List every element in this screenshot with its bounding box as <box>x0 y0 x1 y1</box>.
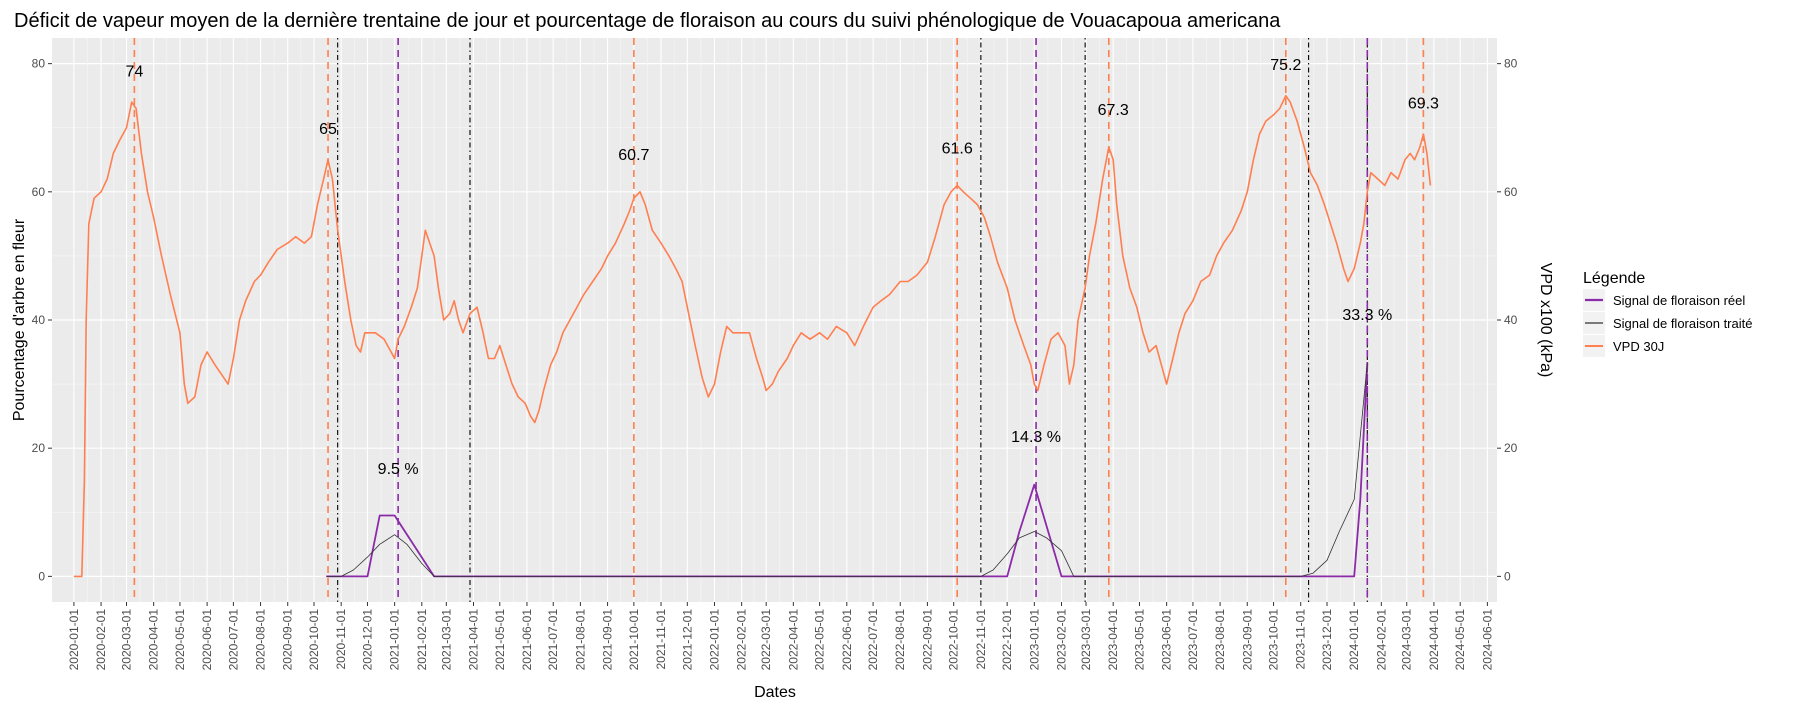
x-tick-label: 2024-02-01 <box>1374 609 1388 671</box>
x-tick-label: 2023-03-01 <box>1079 609 1093 671</box>
y-tick-label: 40 <box>32 313 46 327</box>
y2-tick-label: 0 <box>1504 569 1511 583</box>
legend-label: Signal de floraison réel <box>1613 293 1745 308</box>
x-tick-label: 2020-01-01 <box>67 609 81 671</box>
x-tick-label: 2023-05-01 <box>1132 609 1146 671</box>
x-tick-label: 2024-06-01 <box>1480 609 1494 671</box>
x-tick-label: 2022-06-01 <box>840 609 854 671</box>
series-line-signal-de-floraison-traite <box>326 362 1368 577</box>
x-tick-label: 2021-10-01 <box>627 609 641 671</box>
x-tick-label: 2020-12-01 <box>360 609 374 671</box>
x-tick-label: 2021-08-01 <box>573 609 587 671</box>
data-label: 67.3 <box>1098 102 1129 119</box>
chart-title: Déficit de vapeur moyen de la dernière t… <box>14 10 1281 32</box>
x-tick-label: 2022-01-01 <box>707 609 721 671</box>
data-label: 9.5 % <box>378 461 419 478</box>
x-tick-label: 2021-05-01 <box>493 609 507 671</box>
series-lines <box>73 94 1432 578</box>
series-line-signal-de-floraison-reel <box>326 362 1369 578</box>
grid-lines <box>52 38 1497 602</box>
y2-tick-label: 80 <box>1504 57 1518 71</box>
x-tick-label: 2024-01-01 <box>1347 609 1361 671</box>
data-label: 69.3 <box>1408 96 1439 113</box>
x-tick-label: 2023-12-01 <box>1320 609 1334 671</box>
x-tick-label: 2020-07-01 <box>226 609 240 671</box>
x-tick-label: 2020-11-01 <box>334 609 348 670</box>
legend: Légende Signal de floraison réel Signal d… <box>1583 270 1752 357</box>
data-label: 14.3 % <box>1011 429 1061 446</box>
legend-title: Légende <box>1583 270 1645 287</box>
y-axis-right: 0 20 40 60 80 <box>1497 57 1518 583</box>
x-tick-label: 2020-08-01 <box>254 609 268 671</box>
x-tick-label: 2020-05-01 <box>173 609 187 671</box>
x-tick-label: 2021-02-01 <box>415 609 429 671</box>
y2-tick-label: 40 <box>1504 313 1518 327</box>
data-label: 75.2 <box>1270 57 1301 74</box>
x-tick-label: 2022-03-01 <box>759 609 773 671</box>
x-tick-label: 2024-04-01 <box>1427 609 1441 671</box>
x-tick-label: 2021-12-01 <box>680 609 694 671</box>
legend-label: VPD 30J <box>1613 339 1664 354</box>
x-tick-label: 2020-10-01 <box>307 609 321 671</box>
x-tick-label: 2021-07-01 <box>546 609 560 671</box>
x-tick-label: 2023-10-01 <box>1267 609 1281 671</box>
x-tick-label: 2022-05-01 <box>813 609 827 671</box>
data-label: 61.6 <box>942 140 973 157</box>
x-tick-label: 2020-06-01 <box>200 609 214 671</box>
reference-lines <box>133 38 1425 602</box>
x-tick-label: 2021-03-01 <box>439 609 453 671</box>
x-tick-label: 2022-10-01 <box>947 609 961 671</box>
y-axis-left: 0 20 40 60 80 <box>32 57 52 583</box>
legend-label: Signal de floraison traité <box>1613 316 1752 331</box>
x-tick-label: 2023-08-01 <box>1213 609 1227 671</box>
x-tick-label: 2022-02-01 <box>735 609 749 671</box>
y-axis-title: Pourcentage d'arbre en fleur <box>11 218 28 421</box>
y-tick-label: 20 <box>32 441 46 455</box>
x-tick-label: 2021-11-01 <box>654 609 668 670</box>
x-tick-label: 2022-12-01 <box>1000 609 1014 671</box>
y2-tick-label: 20 <box>1504 441 1518 455</box>
x-tick-label: 2021-06-01 <box>520 609 534 671</box>
x-tick-label: 2023-04-01 <box>1106 609 1120 671</box>
y2-tick-label: 60 <box>1504 185 1518 199</box>
x-tick-label: 2020-04-01 <box>147 609 161 671</box>
x-tick-label: 2022-11-01 <box>974 609 988 670</box>
x-tick-label: 2021-09-01 <box>601 609 615 671</box>
x-axis-title: Dates <box>754 684 796 701</box>
data-label: 60.7 <box>618 147 649 164</box>
x-tick-label: 2023-07-01 <box>1186 609 1200 671</box>
x-tick-label: 2021-01-01 <box>388 609 402 671</box>
x-tick-label: 2024-05-01 <box>1453 609 1467 671</box>
x-tick-label: 2023-09-01 <box>1240 609 1254 671</box>
x-tick-label: 2023-06-01 <box>1160 609 1174 671</box>
data-label: 33.3 % <box>1342 307 1392 324</box>
x-tick-label: 2022-04-01 <box>786 609 800 671</box>
x-tick-label: 2022-08-01 <box>893 609 907 671</box>
x-tick-label: 2022-09-01 <box>920 609 934 671</box>
x-tick-label: 2024-03-01 <box>1400 609 1414 671</box>
y-tick-label: 60 <box>32 185 46 199</box>
x-tick-label: 2023-01-01 <box>1027 609 1041 671</box>
y-tick-label: 80 <box>32 57 46 71</box>
x-tick-label: 2022-07-01 <box>866 609 880 671</box>
data-label: 74 <box>125 63 143 80</box>
annotations: 74 65 9.5 % 60.7 61.6 14.3 % 67.3 75.2 33.3 % 69.… <box>125 57 1439 478</box>
x-tick-label: 2021-04-01 <box>466 609 480 671</box>
x-tick-label: 2020-03-01 <box>119 609 133 671</box>
x-tick-label: 2023-02-01 <box>1054 609 1068 671</box>
x-tick-label: 2020-02-01 <box>94 609 108 671</box>
y-tick-label: 0 <box>38 569 45 583</box>
x-axis: 2020-01-01 2020-02-01 2020-03-01 2020-04-01… <box>67 602 1494 670</box>
x-tick-label: 2023-11-01 <box>1294 609 1308 670</box>
y2-axis-title: VPD x100 (kPa) <box>1537 263 1554 378</box>
series-line-vpd-30j <box>73 94 1432 578</box>
x-tick-label: 2020-09-01 <box>281 609 295 671</box>
data-label: 65 <box>319 121 337 138</box>
